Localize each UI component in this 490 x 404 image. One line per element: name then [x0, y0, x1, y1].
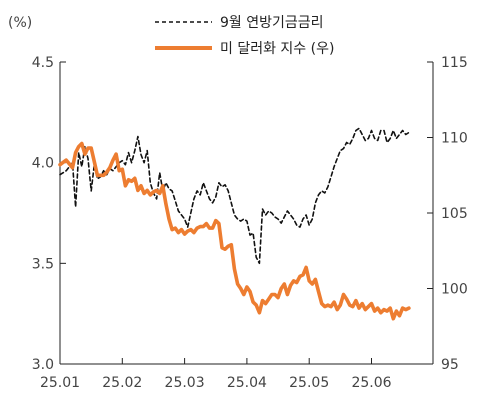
right-tick-label: 100: [441, 282, 468, 298]
right-tick-label: 110: [441, 131, 468, 147]
left-tick-label: 3.5: [32, 256, 54, 272]
right-tick-label: 95: [441, 357, 459, 373]
left-tick-label: 3.0: [32, 357, 54, 373]
axes: 3.0 3.5 4.0 4.5 95 100 105 110 115 25.01 25.02 25.0…: [32, 55, 468, 391]
left-tick-label: 4.5: [32, 55, 54, 71]
x-tick-label: 25.02: [102, 375, 142, 391]
legend: 9월 연방기금금리 미 달러화 지수 (우): [155, 15, 334, 57]
right-tick-label: 105: [441, 206, 468, 222]
x-tick-label: 25.05: [289, 375, 329, 391]
series-layer: [58, 127, 411, 321]
x-tick-label: 25.04: [227, 375, 267, 391]
left-tick-label: 4.0: [32, 156, 54, 172]
x-tick-label: 25.01: [40, 375, 80, 391]
x-tick-label: 25.03: [165, 375, 205, 391]
series-line-fed-funds: [59, 127, 410, 265]
x-tick-label: 25.06: [351, 375, 391, 391]
left-axis-unit: (%): [8, 15, 32, 31]
right-tick-label: 115: [441, 55, 468, 71]
legend-label-fed-funds: 9월 연방기금금리: [220, 15, 324, 31]
series-line-dollar-index: [58, 141, 411, 321]
legend-label-dollar-index: 미 달러화 지수 (우): [220, 41, 334, 57]
